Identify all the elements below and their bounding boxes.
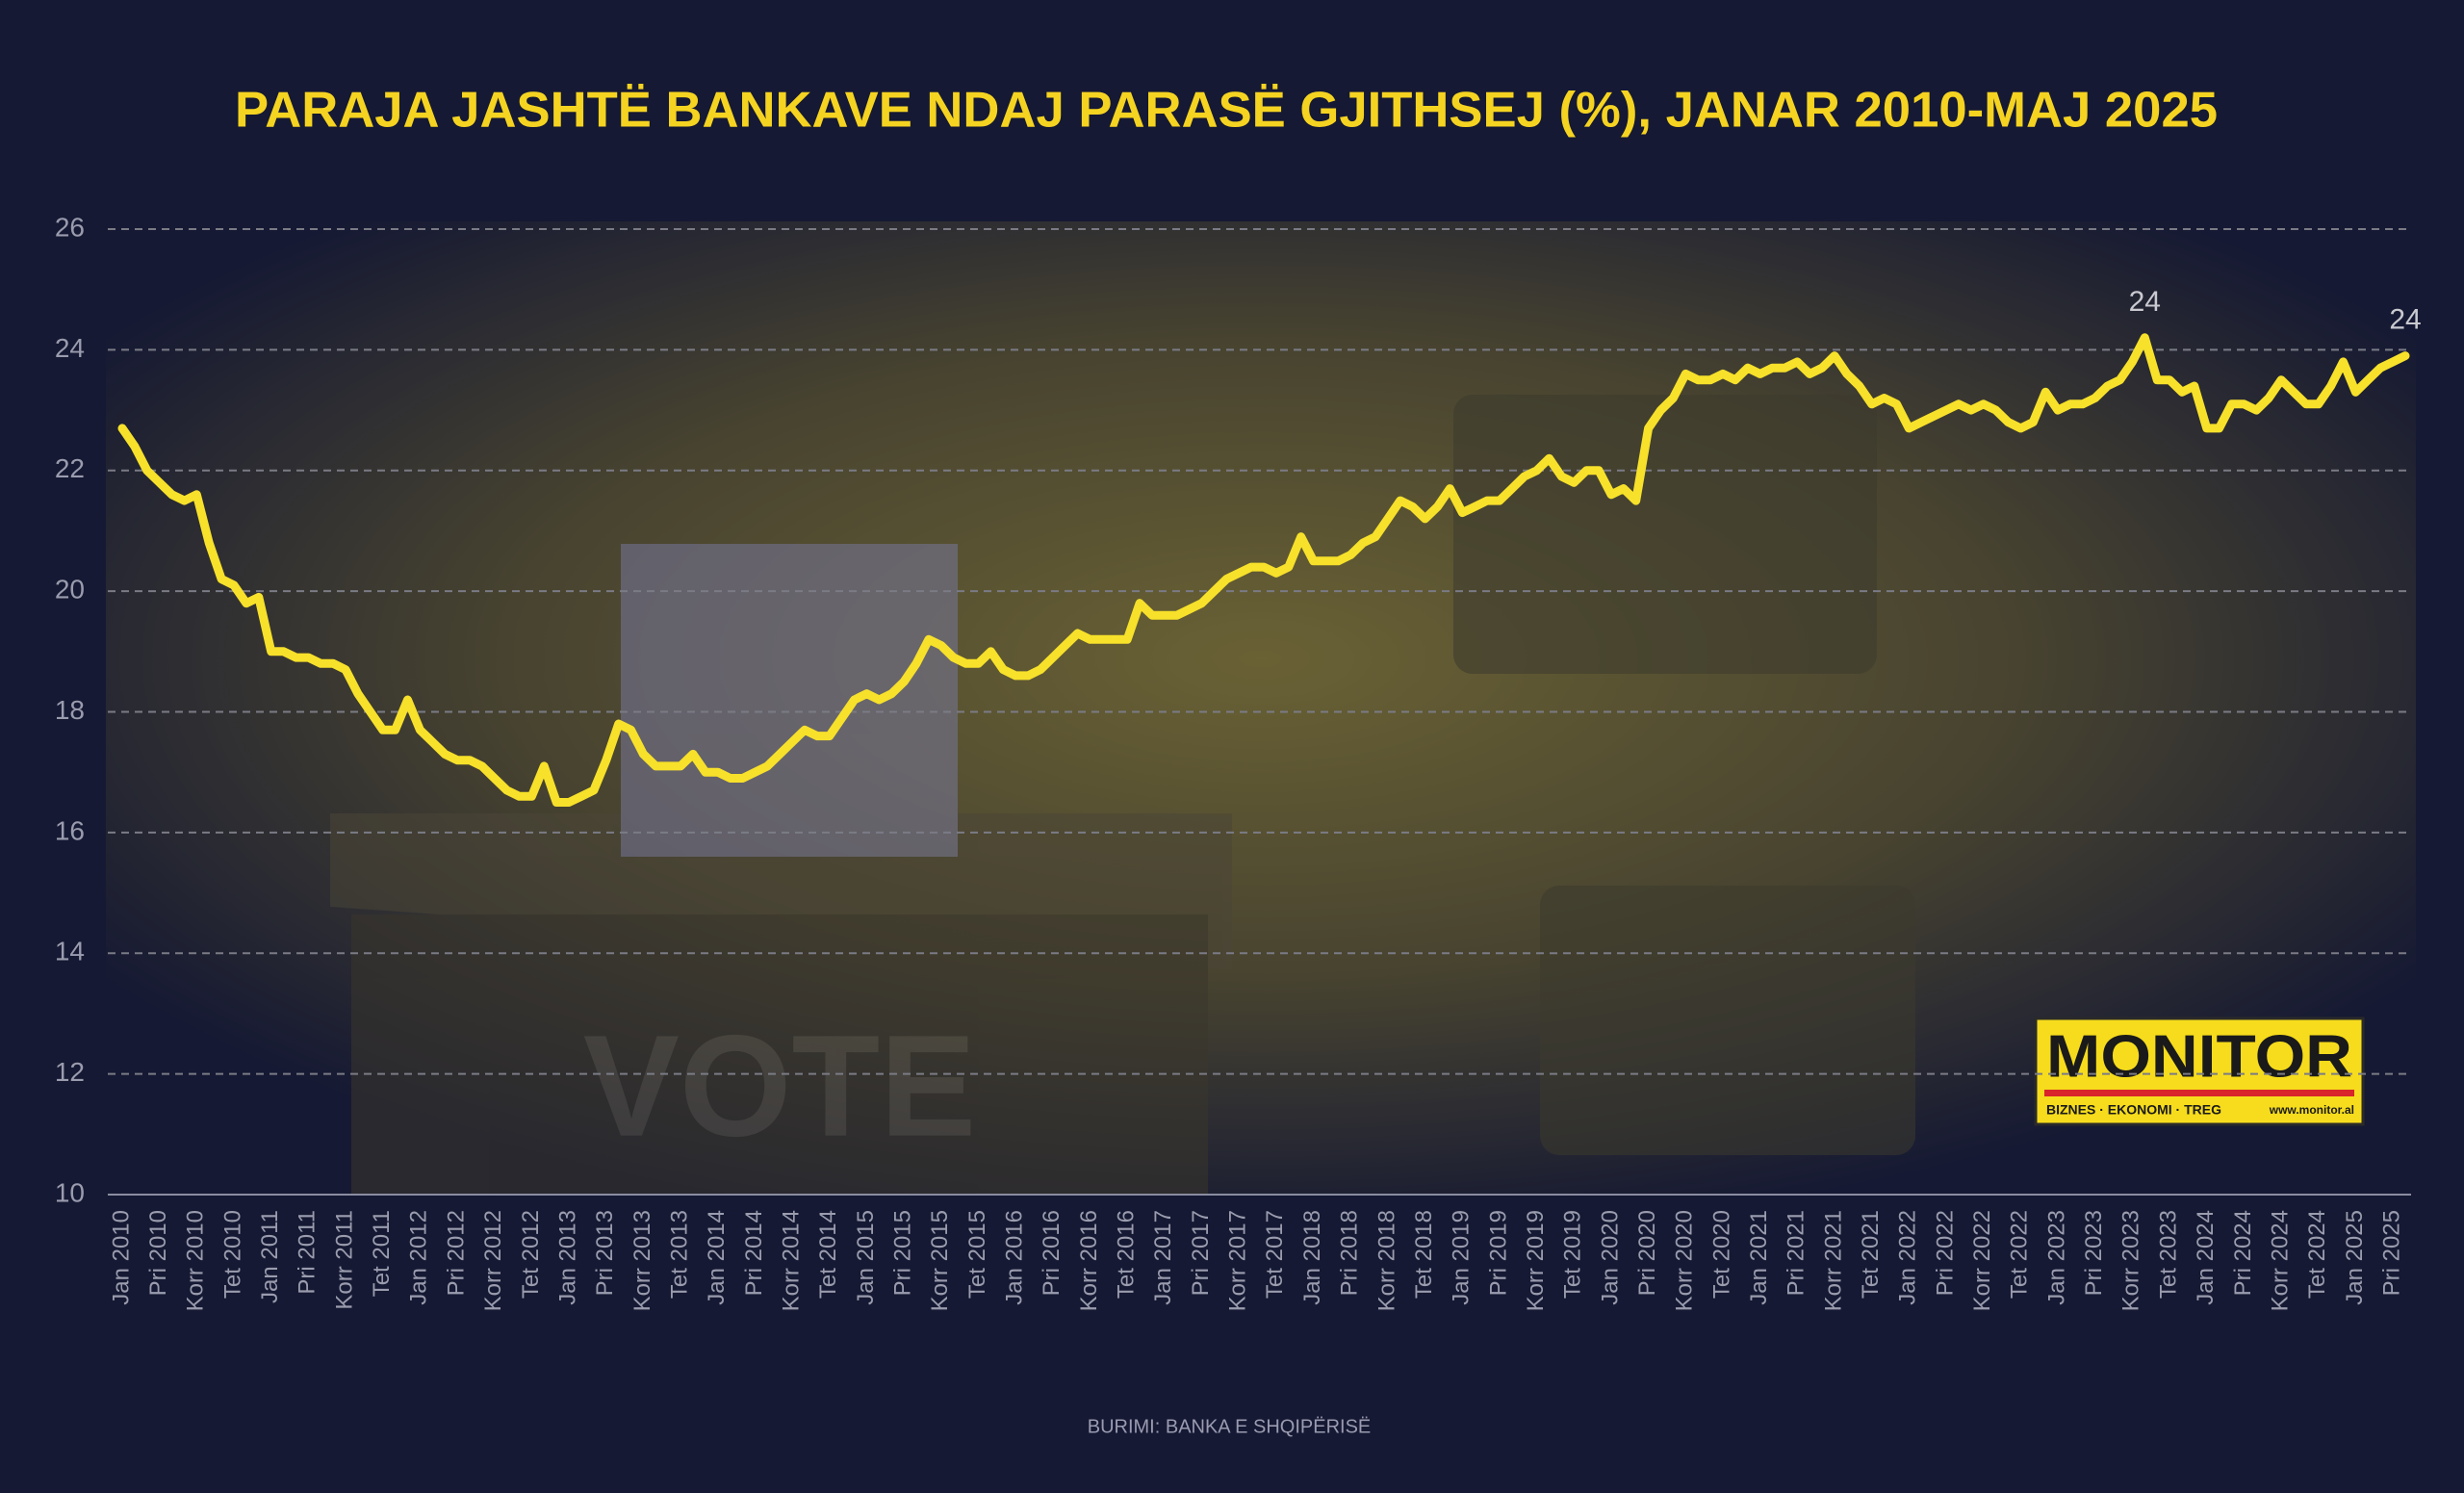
x-tick-label: Pri 2023 [2081, 1210, 2107, 1296]
x-tick-label: Tet 2011 [369, 1210, 395, 1297]
y-tick-label: 12 [55, 1057, 85, 1087]
illustration-text: VOTE [583, 1005, 976, 1167]
x-tick-label: Korr 2019 [1523, 1210, 1549, 1311]
logo-box [2034, 1017, 2365, 1126]
y-tick-label: 18 [55, 695, 85, 725]
x-tick-label: Jan 2010 [108, 1210, 134, 1305]
money-stack [1540, 886, 1915, 1155]
x-tick-label: Korr 2024 [2267, 1210, 2293, 1311]
x-tick-label: Jan 2021 [1746, 1210, 1772, 1305]
x-tick-label: Jan 2019 [1449, 1210, 1475, 1305]
x-tick-label: Tet 2017 [1262, 1210, 1288, 1299]
logo: MONITOR BIZNES · EKONOMI · TREG www.moni… [2034, 1017, 2365, 1126]
x-tick-label: Korr 2018 [1373, 1210, 1399, 1311]
x-tick-label: Korr 2012 [480, 1210, 506, 1311]
x-tick-label: Korr 2020 [1672, 1210, 1698, 1311]
x-tick-label: Tet 2022 [2007, 1210, 2033, 1299]
x-tick-label: Pri 2013 [592, 1210, 618, 1296]
x-tick-label: Korr 2022 [1969, 1210, 1995, 1311]
x-tick-label: Pri 2012 [443, 1210, 469, 1296]
x-tick-label: Jan 2022 [1895, 1210, 1921, 1305]
x-tick-label: Pri 2016 [1039, 1210, 1065, 1296]
x-tick-label: Tet 2010 [219, 1210, 245, 1299]
x-tick-label: Jan 2020 [1597, 1210, 1623, 1305]
x-tick-label: Korr 2015 [927, 1210, 953, 1311]
y-tick-label: 10 [55, 1177, 85, 1207]
x-tick-label: Jan 2014 [704, 1210, 730, 1305]
chart-title: PARAJA JASHTË BANKAVE NDAJ PARASË GJITHS… [235, 83, 2218, 139]
source: BURIMI: BANKA E SHQIPËRISË [1088, 1416, 1372, 1437]
x-tick-label: Korr 2016 [1076, 1210, 1102, 1311]
x-tick-label: Korr 2017 [1225, 1210, 1251, 1311]
x-tick-label: Korr 2013 [629, 1210, 655, 1311]
x-tick-label: Tet 2014 [815, 1210, 841, 1299]
y-tick-label: 16 [55, 815, 85, 845]
x-tick-label: Pri 2025 [2378, 1210, 2404, 1296]
x-tick-label: Pri 2018 [1337, 1210, 1363, 1296]
x-tick-label: Korr 2023 [2118, 1210, 2144, 1311]
x-tick-label: Tet 2015 [964, 1210, 990, 1299]
x-tick-label: Tet 2016 [1114, 1210, 1140, 1299]
x-tick-label: Pri 2020 [1634, 1210, 1660, 1296]
x-tick-label: Pri 2011 [295, 1210, 321, 1295]
x-tick-label: Tet 2023 [2155, 1210, 2181, 1299]
logo-name: MONITOR [2046, 1023, 2352, 1090]
x-tick-label: Jan 2015 [853, 1210, 879, 1305]
data-line [117, 333, 2410, 807]
x-tick-label: Tet 2020 [1708, 1210, 1734, 1299]
x-tick-label: Tet 2024 [2304, 1210, 2330, 1299]
x-tick-label: Korr 2021 [1820, 1210, 1846, 1311]
y-tick-label: 26 [55, 212, 85, 242]
illustration: VOTE [330, 395, 1915, 1194]
y-tick-label: 20 [55, 575, 85, 605]
logo-stripe [2044, 1090, 2354, 1096]
value-label: 24 [2129, 286, 2161, 318]
x-tick-label: Tet 2018 [1411, 1210, 1437, 1299]
logo-url: www.monitor.al [2269, 1103, 2354, 1117]
x-tick-label: Jan 2025 [2342, 1210, 2368, 1305]
logo-tagline: BIZNES · EKONOMI · TREG [2046, 1102, 2221, 1118]
x-tick-label: Jan 2017 [1150, 1210, 1176, 1305]
x-tick-label: Jan 2023 [2043, 1210, 2069, 1305]
x-tick-label: Tet 2013 [666, 1210, 692, 1299]
x-tick-label: Korr 2010 [183, 1210, 209, 1311]
x-tick-label: Pri 2015 [889, 1210, 915, 1296]
x-tick-label: Jan 2016 [1002, 1210, 1028, 1305]
ballot-paper [621, 544, 958, 857]
money-stack [1453, 395, 1877, 674]
x-tick-label: Pri 2017 [1188, 1210, 1214, 1296]
x-tick-label: Jan 2013 [554, 1210, 580, 1305]
x-tick-label: Jan 2024 [2193, 1210, 2219, 1305]
x-tick-label: Pri 2014 [741, 1210, 767, 1296]
x-tick-label: Pri 2021 [1784, 1210, 1810, 1296]
value-label: 24 [2389, 304, 2421, 336]
x-tick-label: Jan 2012 [406, 1210, 432, 1305]
x-tick-label: Tet 2019 [1560, 1210, 1586, 1299]
x-tick-label: Pri 2024 [2230, 1210, 2256, 1296]
y-tick-label: 22 [55, 453, 85, 483]
x-tick-label: Pri 2010 [145, 1210, 171, 1296]
x-tick-label: Pri 2022 [1932, 1210, 1958, 1296]
x-tick-label: Tet 2012 [518, 1210, 544, 1299]
x-tick-label: Pri 2019 [1485, 1210, 1511, 1296]
ballot-box [351, 914, 1208, 1194]
x-tick-label: Korr 2011 [331, 1210, 357, 1310]
x-tick-label: Jan 2011 [257, 1210, 283, 1303]
y-tick-label: 14 [55, 937, 85, 966]
x-tick-label: Korr 2014 [778, 1210, 804, 1311]
x-tick-label: Tet 2021 [1858, 1210, 1884, 1299]
y-tick-label: 24 [55, 333, 85, 363]
x-tick-label: Jan 2018 [1299, 1210, 1325, 1305]
